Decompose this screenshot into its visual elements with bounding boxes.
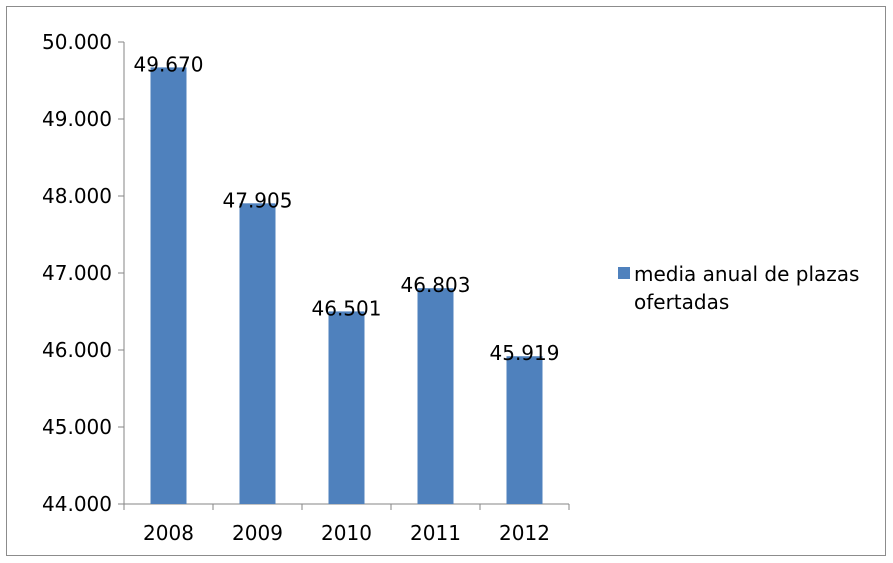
y-tick-label: 45.000 <box>42 415 112 439</box>
data-label: 46.501 <box>312 296 382 320</box>
x-tick-label: 2012 <box>499 521 550 545</box>
bar <box>150 67 187 504</box>
bars <box>150 67 543 504</box>
data-label: 47.905 <box>223 188 293 212</box>
data-label: 46.803 <box>401 273 471 297</box>
x-tick-label: 2010 <box>321 521 372 545</box>
legend-swatch <box>618 267 630 279</box>
legend: media anual de plazas ofertadas <box>618 260 888 316</box>
bar <box>417 288 454 504</box>
bar <box>506 356 543 504</box>
x-tick-label: 2011 <box>410 521 461 545</box>
bar <box>328 311 365 504</box>
y-axis: 44.000 45.000 46.000 47.000 48.000 49.000 50.0… <box>42 30 125 516</box>
data-labels: 49.670 47.905 46.501 46.803 45.919 <box>134 52 560 365</box>
y-tick-label: 44.000 <box>42 492 112 516</box>
y-tick-label: 49.000 <box>42 107 112 131</box>
data-label: 49.670 <box>134 52 204 76</box>
y-tick-label: 47.000 <box>42 261 112 285</box>
y-tick-label: 48.000 <box>42 184 112 208</box>
x-axis: 2008 2009 2010 2011 2012 <box>123 503 570 545</box>
data-label: 45.919 <box>490 341 560 365</box>
y-tick-label: 46.000 <box>42 338 112 362</box>
x-tick-label: 2009 <box>232 521 283 545</box>
y-tick-label: 50.000 <box>42 30 112 54</box>
legend-label: media anual de plazas ofertadas <box>634 262 860 314</box>
x-tick-label: 2008 <box>143 521 194 545</box>
bar <box>239 203 276 504</box>
